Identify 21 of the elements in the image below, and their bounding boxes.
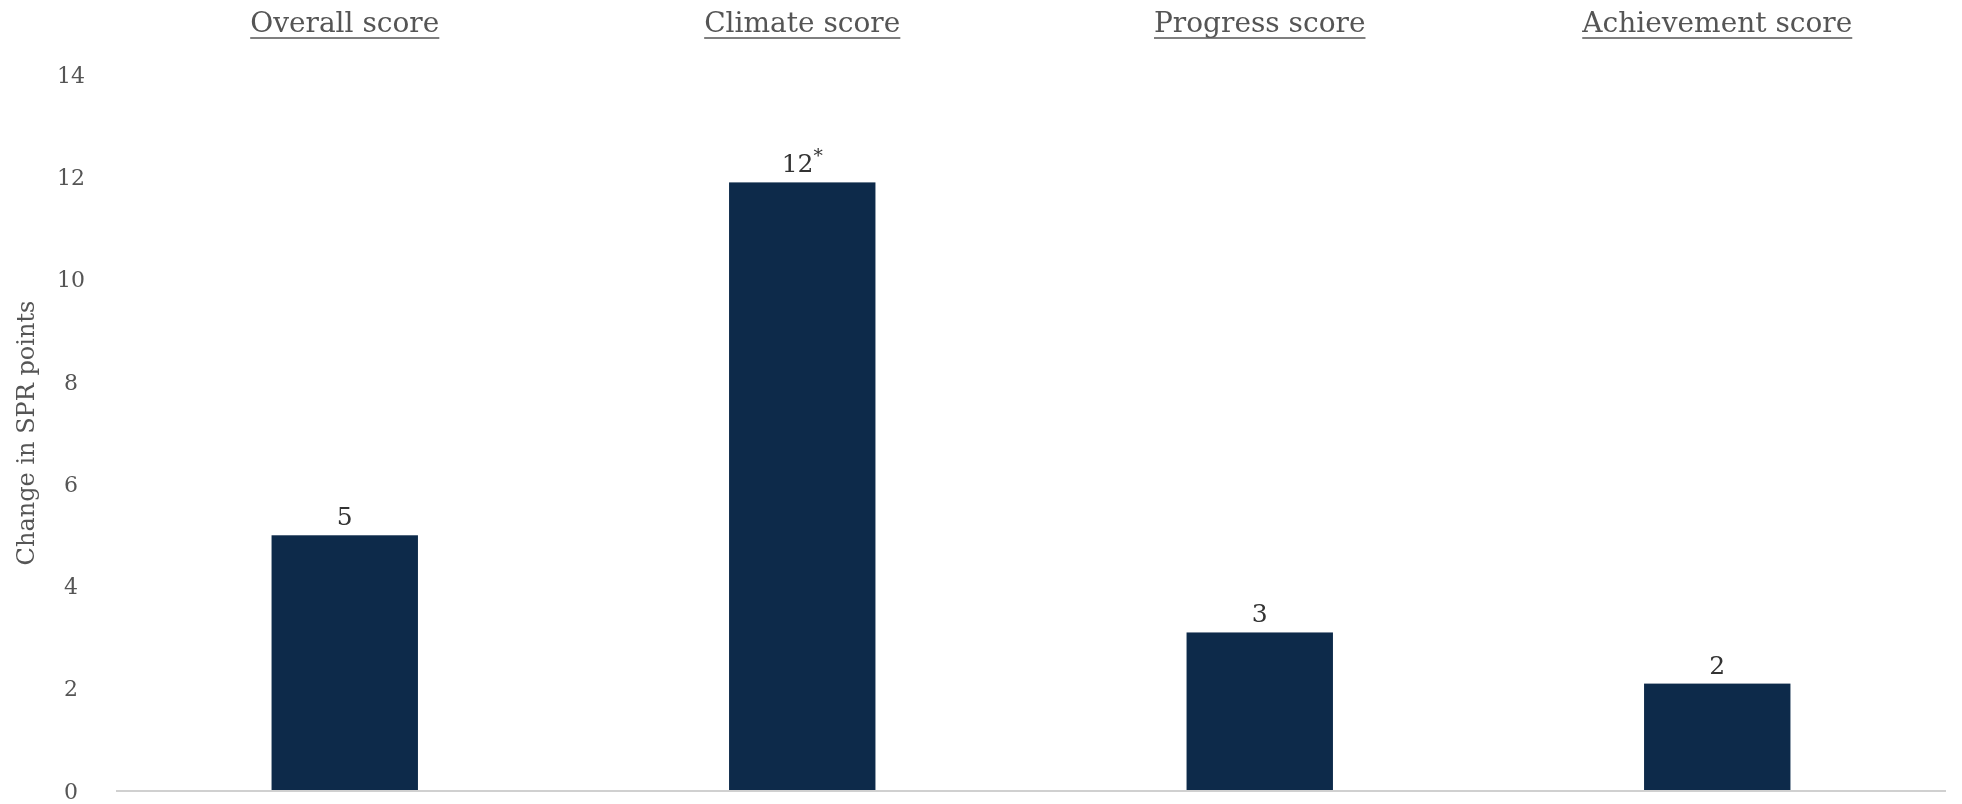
bar	[729, 182, 876, 791]
x-tick-label: Climate score	[704, 6, 901, 39]
data-label: 3	[1251, 599, 1268, 629]
y-tick-label: 0	[64, 778, 78, 804]
y-tick-label: 8	[64, 369, 78, 395]
x-tick-label: Achievement score	[1581, 6, 1853, 39]
y-tick-label: 12	[57, 164, 85, 190]
y-tick-label: 6	[64, 471, 78, 497]
data-label: 5	[336, 502, 353, 532]
x-tick-label: Progress score	[1154, 6, 1366, 39]
bar	[1186, 632, 1333, 791]
y-tick-label: 14	[57, 62, 85, 88]
x-tick-label: Overall score	[250, 6, 440, 39]
y-axis-title: Change in SPR points	[12, 300, 40, 566]
data-label: 12$^{*}$	[781, 144, 824, 179]
y-tick-label: 2	[64, 676, 78, 702]
bar	[271, 535, 418, 791]
bar	[1644, 683, 1791, 791]
y-tick-label: 10	[57, 267, 85, 293]
data-label: 2	[1709, 650, 1726, 680]
y-tick-label: 4	[64, 574, 78, 600]
